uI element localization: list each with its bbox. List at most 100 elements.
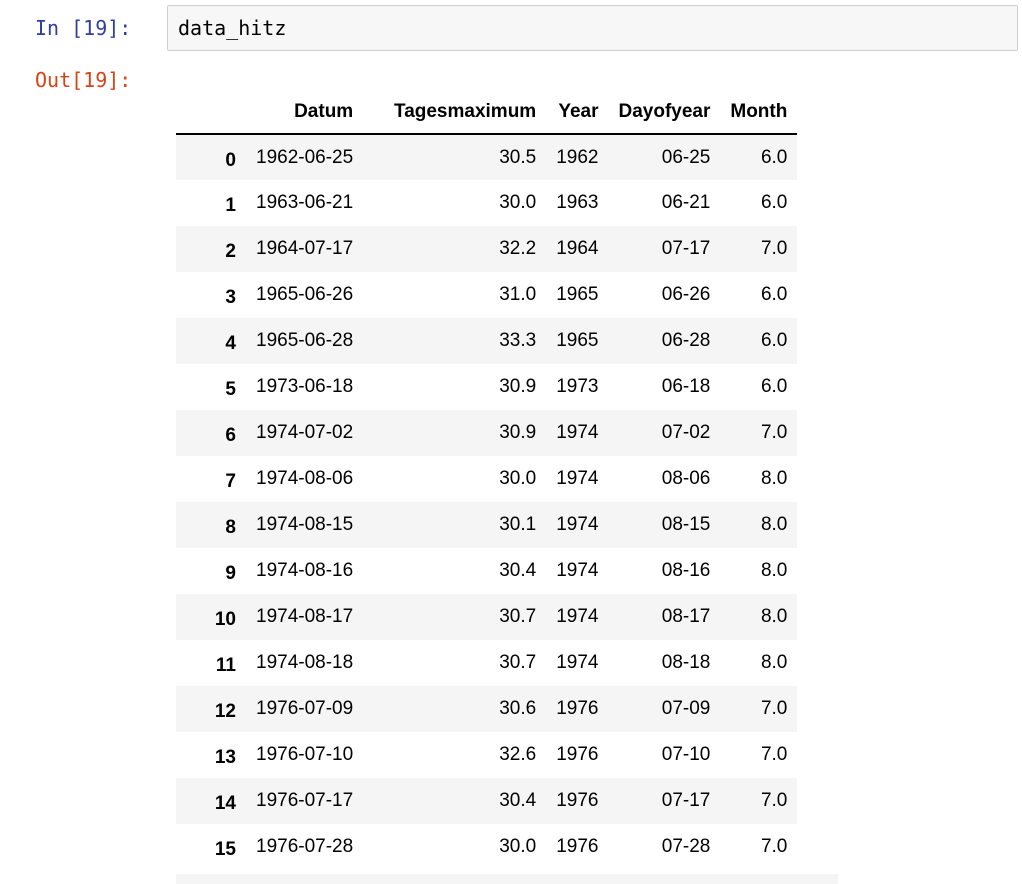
cell-month: 6.0 (760, 284, 788, 305)
column-header-dayofyear: Dayofyear (608, 90, 721, 135)
table-row: 12 1976-07-09 30.6 1976 07-09 7.0 (176, 686, 798, 732)
row-index: 0 (225, 149, 236, 171)
cell-dayofyear: 06-25 (661, 146, 711, 168)
cell-tagesmaximum: 30.4 (499, 790, 537, 811)
cell-datum: 1964-07-17 (256, 238, 354, 259)
cell-year: 1965 (556, 284, 599, 305)
cell-tagesmaximum: 30.5 (499, 146, 537, 168)
cell-datum: 1974-08-16 (256, 560, 354, 581)
table-row: 6 1974-07-02 30.9 1974 07-02 7.0 (176, 410, 798, 456)
cell-month: 8.0 (760, 514, 788, 535)
output-prompt: Out[19]: (35, 68, 132, 92)
column-header-tagesmaximum: Tagesmaximum (363, 90, 547, 135)
table-row: 13 1976-07-10 32.6 1976 07-10 7.0 (176, 732, 797, 778)
cell-dayofyear: 08-18 (661, 652, 711, 673)
table-row: 7 1974-08-06 30.0 1974 08-06 8.0 (176, 456, 797, 502)
cell-tagesmaximum: 30.0 (499, 836, 537, 857)
cell-month: 8.0 (760, 468, 788, 489)
cell-year: 1974 (556, 514, 599, 535)
code-input-area[interactable]: data_hitz (167, 5, 1018, 51)
table-row: 9 1974-08-16 30.4 1974 08-16 8.0 (176, 548, 797, 594)
row-index: 8 (225, 517, 236, 538)
cell-datum: 1976-07-09 (256, 698, 354, 719)
cell-tagesmaximum: 30.9 (499, 422, 537, 443)
cell-dayofyear: 08-17 (661, 606, 711, 627)
cell-datum: 1974-08-15 (256, 514, 354, 535)
cell-month: 7.0 (760, 790, 788, 811)
cell-year: 1973 (556, 376, 599, 397)
cell-datum: 1963-06-21 (256, 192, 354, 213)
table-row: 3 1965-06-26 31.0 1965 06-26 6.0 (176, 272, 797, 318)
cell-month: 8.0 (760, 560, 788, 581)
cell-tagesmaximum: 32.6 (499, 744, 537, 765)
cell-datum: 1962-06-25 (256, 146, 354, 168)
cell-month: 8.0 (760, 606, 788, 627)
cell-tagesmaximum: 30.7 (499, 606, 537, 627)
index-header (176, 90, 246, 135)
cell-month: 7.0 (760, 744, 788, 765)
cell-month: 6.0 (760, 192, 788, 213)
table-row-partial (176, 874, 838, 884)
cell-month: 7.0 (760, 836, 788, 857)
cell-tagesmaximum: 33.3 (499, 330, 537, 351)
table-row: 1 1963-06-21 30.0 1963 06-21 6.0 (176, 180, 797, 226)
cell-year: 1974 (556, 606, 599, 627)
cell-tagesmaximum: 31.0 (499, 284, 537, 305)
dataframe-table: Datum Tagesmaximum Year Dayofyear Month … (176, 90, 798, 870)
table-row: 4 1965-06-28 33.3 1965 06-28 6.0 (176, 318, 798, 364)
cell-month: 7.0 (760, 698, 788, 719)
cell-dayofyear: 07-02 (661, 422, 711, 443)
row-index: 5 (225, 379, 236, 400)
cell-month: 6.0 (760, 146, 788, 168)
cell-datum: 1974-07-02 (256, 422, 354, 443)
dataframe-output: Datum Tagesmaximum Year Dayofyear Month … (176, 90, 798, 870)
table-row: 11 1974-08-18 30.7 1974 08-18 8.0 (176, 640, 797, 686)
row-index: 10 (214, 609, 236, 630)
row-index: 11 (215, 655, 236, 676)
cell-tagesmaximum: 30.1 (499, 514, 537, 535)
cell-tagesmaximum: 30.7 (499, 652, 537, 673)
cell-year: 1974 (556, 468, 599, 489)
cell-tagesmaximum: 30.0 (499, 468, 537, 489)
row-index: 14 (214, 793, 236, 814)
cell-tagesmaximum: 30.9 (499, 376, 537, 397)
row-index: 2 (225, 241, 236, 262)
cell-year: 1965 (556, 330, 599, 351)
cell-month: 6.0 (760, 330, 788, 351)
row-index: 6 (225, 425, 236, 446)
column-header-year: Year (546, 90, 609, 135)
cell-year: 1976 (556, 836, 599, 857)
cell-dayofyear: 07-10 (661, 744, 711, 765)
cell-dayofyear: 08-06 (661, 468, 711, 489)
table-row: 5 1973-06-18 30.9 1973 06-18 6.0 (176, 364, 797, 410)
row-index: 1 (225, 195, 236, 216)
cell-datum: 1974-08-18 (256, 652, 354, 673)
table-row: 8 1974-08-15 30.1 1974 08-15 8.0 (176, 502, 798, 548)
cell-dayofyear: 06-18 (661, 376, 711, 397)
cell-year: 1963 (556, 192, 599, 213)
cell-datum: 1976-07-10 (256, 744, 354, 765)
cell-month: 7.0 (760, 422, 788, 443)
cell-dayofyear: 08-16 (661, 560, 711, 581)
row-index: 15 (214, 839, 236, 860)
table-body: 0 1962-06-25 30.5 1962 06-25 6.0 1 1963-06-21 30… (176, 134, 798, 870)
cell-datum: 1974-08-17 (256, 606, 354, 627)
cell-dayofyear: 06-21 (661, 192, 711, 213)
cell-dayofyear: 07-17 (661, 238, 711, 259)
cell-month: 6.0 (760, 376, 788, 397)
cell-year: 1974 (556, 560, 599, 581)
cell-month: 8.0 (760, 652, 788, 673)
cell-year: 1976 (556, 790, 599, 811)
cell-month: 7.0 (760, 238, 788, 259)
row-index: 4 (225, 333, 236, 354)
cell-tagesmaximum: 30.6 (499, 698, 537, 719)
cell-dayofyear: 06-28 (661, 330, 711, 351)
input-prompt: In [19]: (35, 16, 132, 40)
table-header-row: Datum Tagesmaximum Year Dayofyear Month (176, 90, 798, 135)
cell-year: 1974 (556, 652, 599, 673)
table-row: 0 1962-06-25 30.5 1962 06-25 6.0 (176, 134, 798, 180)
cell-datum: 1965-06-26 (256, 284, 354, 305)
row-index: 7 (225, 471, 236, 492)
code-text[interactable]: data_hitz (178, 16, 287, 40)
cell-tagesmaximum: 30.4 (499, 560, 537, 581)
